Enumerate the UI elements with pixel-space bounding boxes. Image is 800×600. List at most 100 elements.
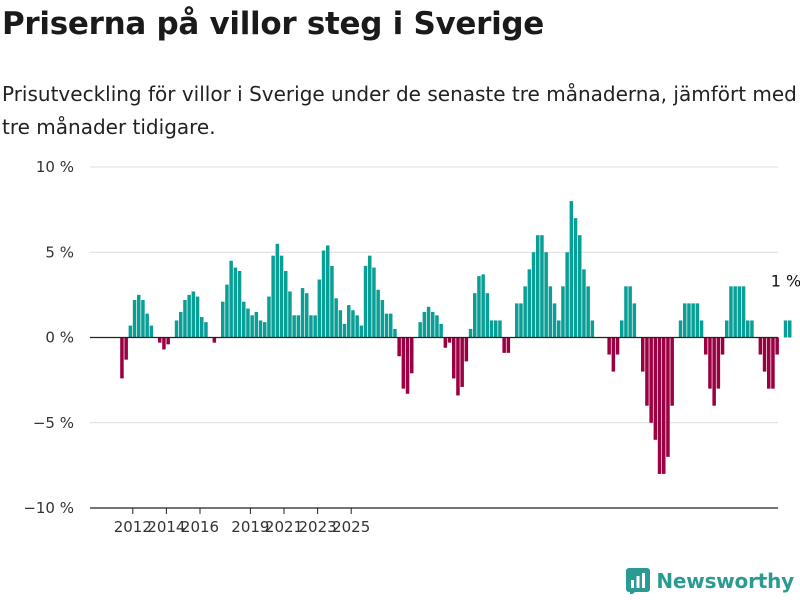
bar xyxy=(725,320,729,338)
brand-footer: Newsworthy xyxy=(626,568,794,594)
bar xyxy=(565,252,569,338)
bar xyxy=(628,286,632,338)
bar xyxy=(624,286,628,338)
bar xyxy=(456,337,460,396)
bar xyxy=(355,315,359,338)
bar xyxy=(132,299,137,338)
bar xyxy=(195,296,200,338)
bar xyxy=(242,301,246,338)
bar xyxy=(540,235,544,338)
bar xyxy=(498,320,502,338)
bar xyxy=(288,291,292,338)
bar xyxy=(557,320,561,338)
bar xyxy=(279,255,284,338)
bar xyxy=(384,313,389,338)
bar xyxy=(363,265,368,338)
bar xyxy=(368,255,372,338)
bar xyxy=(309,315,313,338)
bar xyxy=(422,311,427,338)
y-tick-label: 5 % xyxy=(45,243,74,261)
bar xyxy=(313,315,317,338)
bar xyxy=(376,289,380,338)
bar xyxy=(683,303,687,338)
bar xyxy=(380,299,385,338)
bar xyxy=(447,337,452,343)
bar xyxy=(590,320,595,338)
bar xyxy=(712,337,716,406)
bar xyxy=(267,296,271,338)
bar xyxy=(212,337,217,343)
bar xyxy=(389,313,393,338)
bar xyxy=(275,243,280,338)
bar xyxy=(536,235,540,338)
bar xyxy=(229,260,233,338)
bar xyxy=(296,315,301,338)
bar xyxy=(338,310,343,338)
bar xyxy=(317,279,322,338)
bar xyxy=(569,201,574,338)
bar xyxy=(582,269,586,338)
bar xyxy=(620,320,624,338)
chart-title: Priserna på villor steg i Sverige xyxy=(2,6,545,42)
bar xyxy=(258,320,263,338)
bar xyxy=(426,306,431,338)
x-tick-label: 2023 xyxy=(299,518,337,536)
bar xyxy=(645,337,649,406)
bar xyxy=(746,320,750,338)
bar xyxy=(393,328,397,338)
bar xyxy=(271,255,275,338)
bar xyxy=(788,320,792,338)
bar xyxy=(120,337,124,379)
bar xyxy=(548,286,553,338)
bar xyxy=(519,303,523,338)
bar xyxy=(397,337,401,357)
bar xyxy=(657,337,662,474)
bar xyxy=(489,320,494,338)
bar xyxy=(179,311,183,338)
bars xyxy=(120,201,792,474)
bar xyxy=(477,276,481,338)
bar xyxy=(342,323,347,338)
y-axis-ticks: 10 % 5 % 0 % −5 % −10 % xyxy=(23,158,74,517)
bar xyxy=(767,337,771,389)
bar xyxy=(662,337,666,474)
bar xyxy=(733,286,737,338)
bar xyxy=(704,337,708,355)
bar xyxy=(191,291,196,338)
x-tick-label: 2021 xyxy=(265,518,303,536)
bar xyxy=(523,286,527,338)
bar xyxy=(443,337,448,348)
bar xyxy=(439,323,443,338)
bar xyxy=(494,320,498,338)
bar xyxy=(250,315,254,338)
bar xyxy=(460,337,464,387)
bar xyxy=(141,299,145,338)
x-tick-label: 2016 xyxy=(181,518,219,536)
bar xyxy=(586,286,590,338)
bar xyxy=(405,337,410,394)
bar xyxy=(611,337,616,372)
bar xyxy=(771,337,775,389)
bar xyxy=(699,320,704,338)
bar xyxy=(485,293,490,338)
bar xyxy=(200,317,204,338)
bar xyxy=(246,308,250,338)
bar xyxy=(607,337,611,355)
x-tick-label: 2025 xyxy=(332,518,370,536)
bar xyxy=(221,301,225,338)
bar xyxy=(204,322,208,338)
bar xyxy=(321,250,326,338)
bar xyxy=(737,286,742,338)
bar xyxy=(473,293,477,338)
bar xyxy=(351,310,355,338)
bar xyxy=(758,337,763,355)
bar xyxy=(359,325,364,338)
chart-subtitle: Prisutveckling för villor i Sverige unde… xyxy=(2,82,797,139)
bar xyxy=(347,305,351,338)
latest-value-annotation: 1 % xyxy=(771,271,800,290)
bar xyxy=(334,298,338,338)
bar xyxy=(708,337,712,389)
bar xyxy=(410,337,414,374)
